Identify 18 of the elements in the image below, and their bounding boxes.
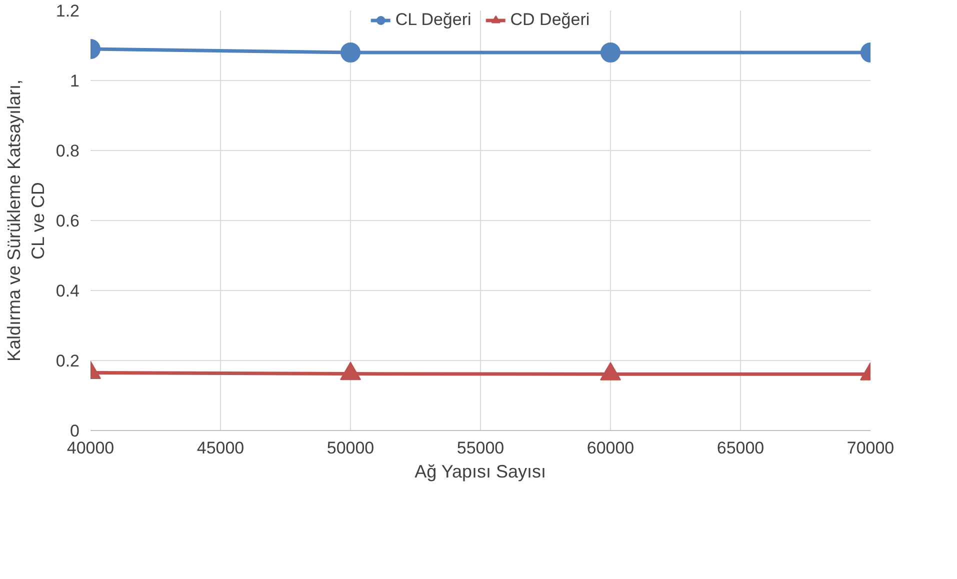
x-tick-label: 60000 [586,438,634,458]
y-axis-title: Kaldırma ve Sürükleme Katsayıları, CL ve CD [4,79,48,362]
x-axis-title: Ağ Yapısı Sayısı [414,462,546,482]
x-tick-label: 55000 [456,438,504,458]
x-tick-label: 70000 [846,438,894,458]
y-tick-label: 0.2 [56,352,80,370]
legend-label: CD Değeri [510,10,590,30]
x-tick-label: 50000 [326,438,374,458]
x-tick-label: 40000 [66,438,114,458]
y-tick-label: 1.2 [56,2,80,20]
y-tick-label: 0.6 [56,212,80,230]
y-tick-label: 1 [70,72,80,90]
legend-label: CL Değeri [395,10,472,30]
x-tick-label: 65000 [716,438,764,458]
x-tick-label: 45000 [196,438,244,458]
y-tick-label: 0.4 [56,282,80,300]
y-tick-label: 0.8 [56,142,80,160]
y-tick-label: 0 [70,422,80,440]
